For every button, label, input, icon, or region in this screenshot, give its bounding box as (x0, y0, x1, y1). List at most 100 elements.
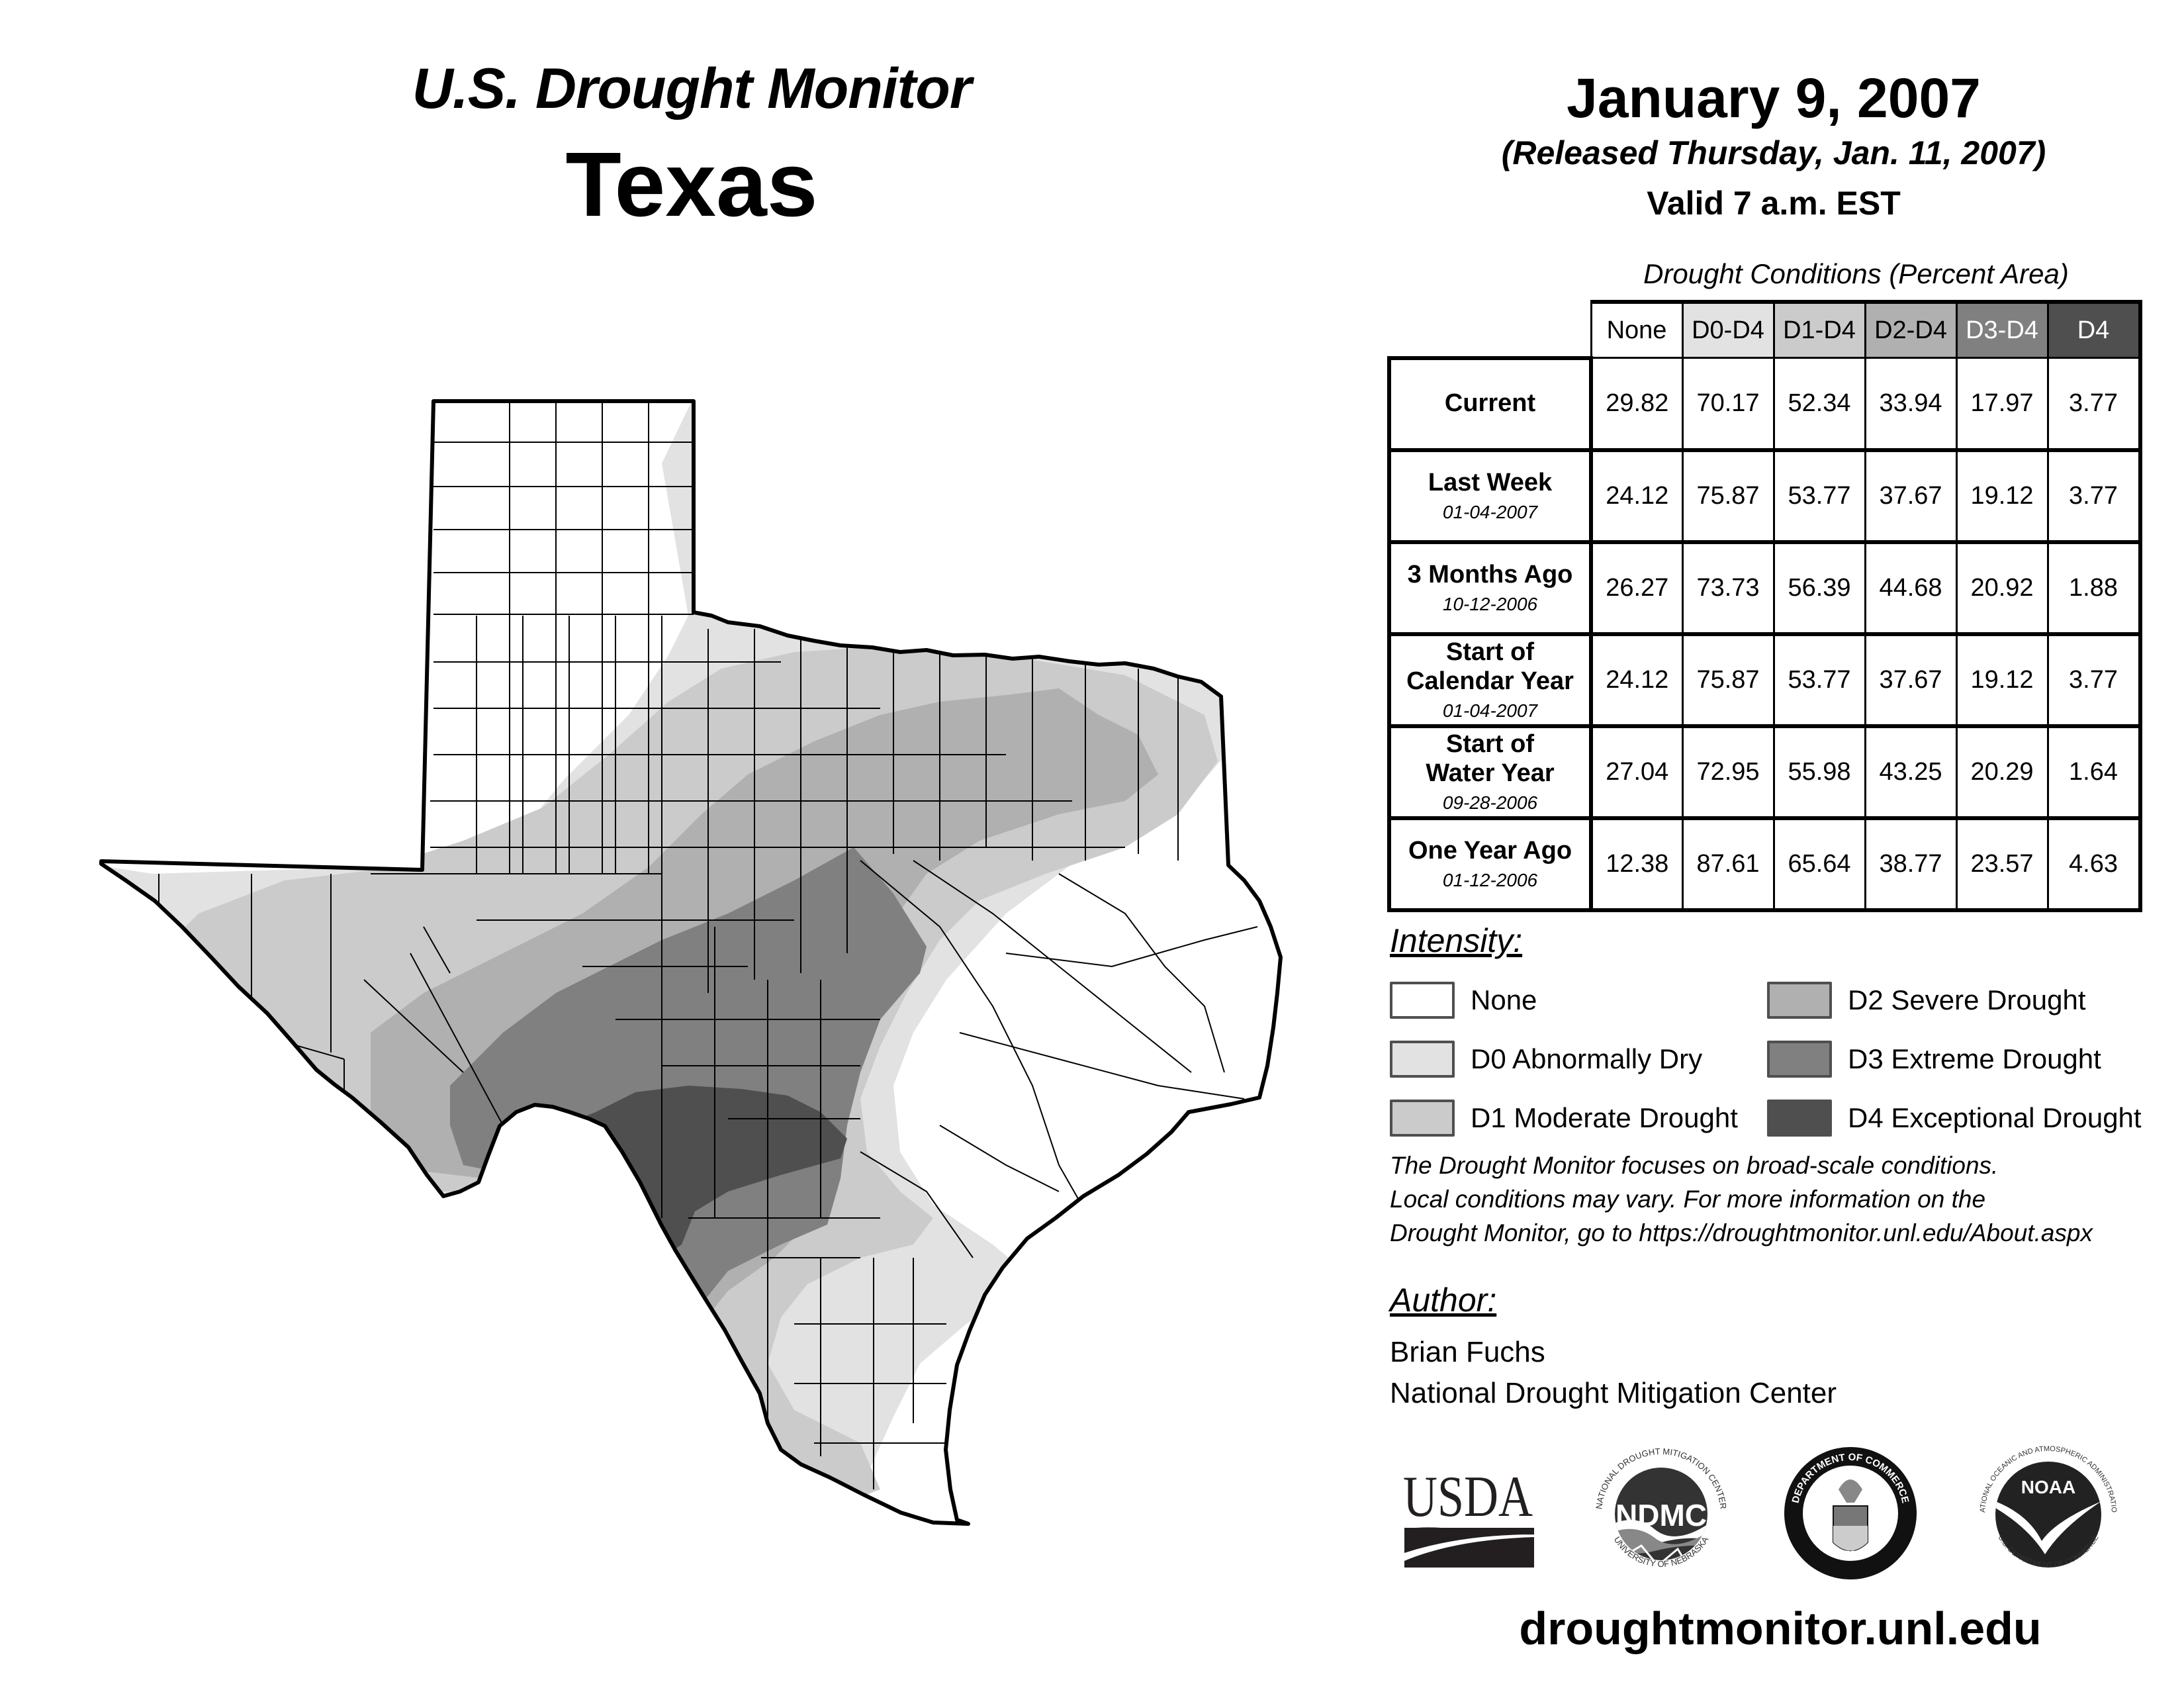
row-date: 01-12-2006 (1442, 869, 1538, 890)
legend-label: D2 Severe Drought (1848, 984, 2086, 1015)
col-header-d3-d4: D3-D4 (1955, 300, 2049, 359)
table-cell: 56.39 (1772, 541, 1866, 636)
legend-item-d0: D0 Abnormally Dry (1390, 1039, 1702, 1080)
row-label-line: Start of (1446, 638, 1534, 667)
col-header-d1-d4: D1-D4 (1772, 300, 1866, 359)
row-label: One Year Ago 01-12-2006 (1387, 817, 1593, 912)
table-cell: 1.88 (2046, 541, 2142, 636)
col-header-none: None (1590, 300, 1684, 359)
table-cell: 65.64 (1772, 817, 1866, 912)
table-cell: 72.95 (1681, 725, 1775, 820)
ndmc-logo: NDMC NATIONAL DROUGHT MITIGATION CENTER … (1594, 1446, 1729, 1569)
legend-label: D3 Extreme Drought (1848, 1043, 2101, 1074)
table-cell: 3.77 (2046, 633, 2142, 728)
row-label-text: 3 Months Ago (1407, 561, 1573, 589)
table-cell: 24.12 (1590, 449, 1684, 544)
legend-title: Intensity: (1390, 922, 1523, 959)
col-header-d0-d4: D0-D4 (1681, 300, 1775, 359)
table-cell: 27.04 (1590, 725, 1684, 820)
disclaimer-line: The Drought Monitor focuses on broad-sca… (1390, 1152, 1999, 1179)
table-cell: 12.38 (1590, 817, 1684, 912)
row-label-line: Water Year (1426, 759, 1555, 787)
table-cell: 75.87 (1681, 449, 1775, 544)
table-cell: 29.82 (1590, 357, 1684, 452)
table-cell: 37.67 (1864, 449, 1958, 544)
col-header-d4: D4 (2046, 300, 2142, 359)
table-cell: 26.27 (1590, 541, 1684, 636)
legend-label: D1 Moderate Drought (1471, 1102, 1738, 1133)
table-row: 3 Months Ago 10-12-2006 26.27 73.73 56.39 44.… (1387, 541, 2142, 636)
legend-swatch (1767, 1100, 1832, 1137)
table-cell: 20.92 (1955, 541, 2049, 636)
table-cell: 44.68 (1864, 541, 1958, 636)
row-label-text: Start of Water Year (1391, 730, 1589, 788)
row-label: Last Week 01-04-2007 (1387, 449, 1593, 544)
row-label-text: Last Week (1428, 469, 1553, 497)
table-cell: 4.63 (2046, 817, 2142, 912)
row-date: 01-04-2007 (1442, 700, 1538, 721)
row-label-text: Current (1444, 389, 1536, 418)
table-cell: 70.17 (1681, 357, 1775, 452)
table-cell: 3.77 (2046, 449, 2142, 544)
map-date: January 9, 2007 (1567, 67, 1981, 129)
table-cell: 3.77 (2046, 357, 2142, 452)
legend-label: D4 Exceptional Drought (1848, 1102, 2142, 1133)
table-cell: 52.34 (1772, 357, 1866, 452)
region-title: Texas (565, 134, 818, 236)
row-label-line: Start of (1446, 730, 1534, 759)
table-cell: 53.77 (1772, 449, 1866, 544)
legend-item-d3: D3 Extreme Drought (1767, 1039, 2101, 1080)
row-label-line: Calendar Year (1406, 667, 1574, 695)
author-name: Brian Fuchs (1390, 1336, 1545, 1368)
row-date: 09-28-2006 (1442, 792, 1538, 813)
table-row: Last Week 01-04-2007 24.12 75.87 53.77 37.67 1… (1387, 449, 2142, 544)
table-cell: 33.94 (1864, 357, 1958, 452)
legend-item-d4: D4 Exceptional Drought (1767, 1098, 2142, 1139)
row-label-text: Start of Calendar Year (1391, 638, 1589, 696)
release-date: (Released Thursday, Jan. 11, 2007) (1501, 134, 2046, 171)
legend-swatch (1390, 982, 1455, 1019)
noaa-logo: NOAA NATIONAL OCEANIC AND ATMOSPHERIC AD… (1976, 1442, 2118, 1570)
table-cell: 23.57 (1955, 817, 2049, 912)
table-corner (1389, 302, 1591, 360)
table-caption: Drought Conditions (Percent Area) (1643, 258, 2069, 289)
table-cell: 53.77 (1772, 633, 1866, 728)
author-heading: Author: (1390, 1282, 1497, 1319)
disclaimer-line: Local conditions may vary. For more info… (1390, 1186, 1986, 1213)
disclaimer-line: Drought Monitor, go to https://droughtmo… (1390, 1219, 2093, 1246)
table-cell: 87.61 (1681, 817, 1775, 912)
table-cell: 1.64 (2046, 725, 2142, 820)
table-row: Start of Water Year 09-28-2006 27.04 72.95 55… (1387, 725, 2142, 820)
author-organization: National Drought Mitigation Center (1390, 1377, 1837, 1409)
table-cell: 75.87 (1681, 633, 1775, 728)
table-row: Current 29.82 70.17 52.34 33.94 17.97 3.77 (1387, 357, 2142, 452)
table-cell: 19.12 (1955, 449, 2049, 544)
table-header-row: None D0-D4 D1-D4 D2-D4 D3-D4 D4 (1389, 300, 2142, 360)
legend-swatch (1767, 1041, 1832, 1078)
legend-label: None (1471, 984, 1537, 1015)
row-date: 10-12-2006 (1442, 593, 1538, 614)
product-title: U.S. Drought Monitor (412, 57, 972, 120)
site-url[interactable]: droughtmonitor.unl.edu (1519, 1603, 2042, 1654)
drought-conditions-table: None D0-D4 D1-D4 D2-D4 D3-D4 D4 Current 2… (1387, 300, 2142, 912)
table-cell: 17.97 (1955, 357, 2049, 452)
noaa-logo-text: NOAA (2021, 1477, 2075, 1497)
row-label: Start of Calendar Year 01-04-2007 (1387, 633, 1593, 728)
legend-swatch (1767, 982, 1832, 1019)
table-row: Start of Calendar Year 01-04-2007 24.12 75.8… (1387, 633, 2142, 728)
row-label-text: One Year Ago (1408, 837, 1572, 865)
department-of-commerce-seal: DEPARTMENT OF COMMERCE UNITED STATES OF … (1780, 1443, 1917, 1579)
legend-label: D0 Abnormally Dry (1471, 1043, 1703, 1074)
table-cell: 24.12 (1590, 633, 1684, 728)
table-cell: 19.12 (1955, 633, 2049, 728)
col-header-d2-d4: D2-D4 (1864, 300, 1958, 359)
valid-time: Valid 7 a.m. EST (1647, 185, 1901, 222)
table-cell: 73.73 (1681, 541, 1775, 636)
table-cell: 20.29 (1955, 725, 2049, 820)
ndmc-logo-text: NDMC (1615, 1498, 1707, 1532)
usda-logo-text: USDA (1403, 1468, 1533, 1529)
legend-item-none: None (1390, 980, 1537, 1021)
row-label: Start of Water Year 09-28-2006 (1387, 725, 1593, 820)
texas-state-border (99, 399, 1283, 1526)
county-boundaries (158, 401, 1258, 1523)
